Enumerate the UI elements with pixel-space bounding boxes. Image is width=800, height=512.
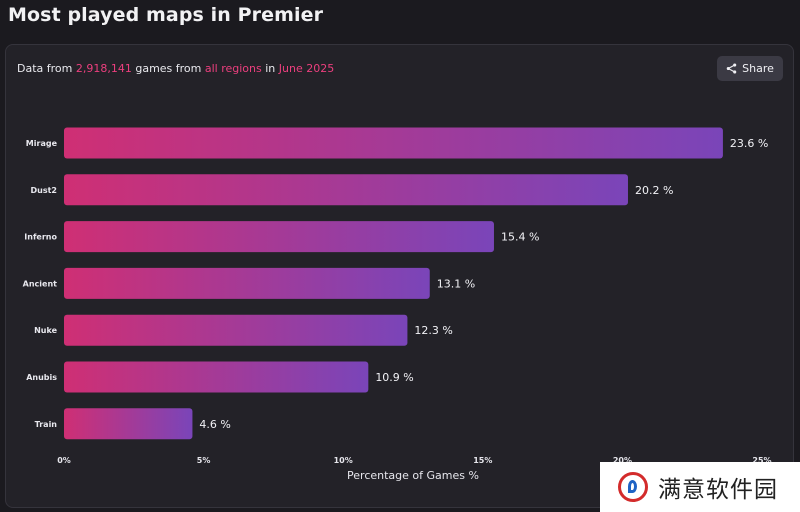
bar-ancient[interactable] (64, 267, 430, 299)
value-label-nuke: 12.3 % (414, 324, 452, 337)
bar-train[interactable] (64, 408, 193, 440)
x-tick-label: 0% (57, 456, 71, 465)
value-label-mirage: 23.6 % (730, 137, 768, 150)
x-tick-label: 10% (334, 456, 353, 465)
bar-inferno[interactable] (64, 221, 494, 253)
chart-card: Data from 2,918,141 games from all regio… (5, 44, 794, 508)
value-label-anubis: 10.9 % (375, 371, 413, 384)
period-filter[interactable]: June 2025 (278, 62, 335, 75)
watermark-text: 满意软件园 (658, 477, 778, 503)
x-axis-label: Percentage of Games % (347, 469, 479, 482)
category-label-dust2: Dust2 (31, 186, 58, 195)
category-label-nuke: Nuke (34, 326, 57, 335)
category-label-anubis: Anubis (26, 373, 57, 382)
value-label-train: 4.6 % (199, 418, 230, 431)
value-label-ancient: 13.1 % (437, 277, 475, 290)
page-title: Most played maps in Premier (8, 4, 324, 26)
category-label-mirage: Mirage (26, 139, 58, 148)
bar-mirage[interactable] (64, 127, 723, 159)
bar-anubis[interactable] (64, 361, 369, 393)
bar-dust2[interactable] (64, 174, 628, 206)
category-label-inferno: Inferno (24, 233, 57, 242)
share-button[interactable]: Share (717, 56, 783, 81)
value-label-inferno: 15.4 % (501, 231, 539, 244)
share-icon (726, 63, 737, 74)
subtitle-text-3: in (261, 62, 279, 75)
x-tick-label: 5% (197, 456, 211, 465)
subtitle-text-1: Data from (17, 62, 76, 75)
watermark: 满意软件园 (600, 462, 800, 512)
category-label-train: Train (35, 420, 58, 429)
regions-filter[interactable]: all regions (204, 62, 262, 75)
watermark-logo-icon (618, 472, 648, 502)
value-label-dust2: 20.2 % (635, 184, 673, 197)
chart-subtitle: Data from 2,918,141 games from all regio… (17, 62, 334, 75)
bar-nuke[interactable] (64, 314, 408, 346)
x-tick-label: 25% (752, 456, 771, 465)
bar-chart: Mirage 23.6 % Dust2 20.2 % Inferno 15.4 % Anci… (23, 127, 772, 482)
subtitle-text-2: games from (131, 62, 205, 75)
share-label: Share (742, 62, 774, 75)
x-tick-label: 20% (613, 456, 632, 465)
category-label-ancient: Ancient (23, 279, 57, 288)
x-tick-label: 15% (473, 456, 492, 465)
games-count: 2,918,141 (75, 62, 132, 75)
